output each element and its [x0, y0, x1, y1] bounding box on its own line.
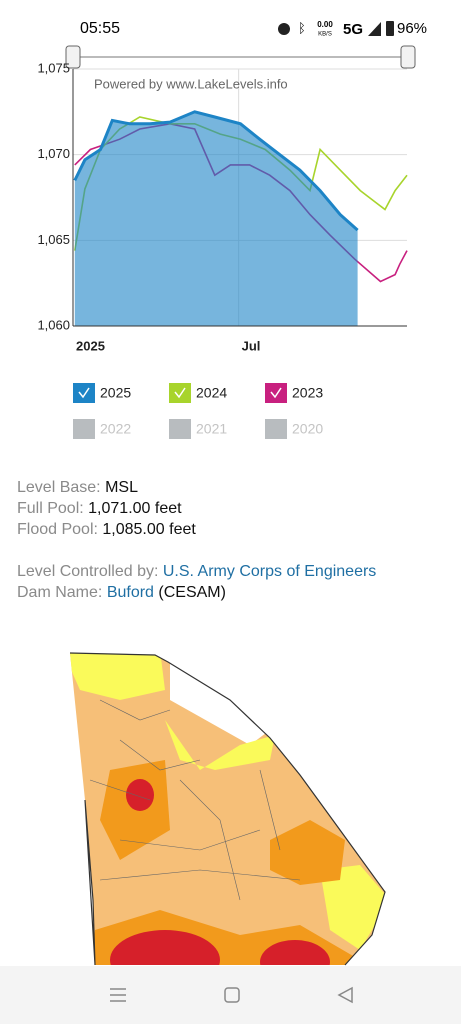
y-tick-label: 1,060	[37, 317, 70, 332]
link[interactable]: Buford	[107, 584, 154, 601]
controlled-by: Level Controlled by: U.S. Army Corps of …	[17, 563, 376, 580]
recents-button[interactable]	[110, 988, 126, 1002]
series-line	[73, 110, 359, 232]
legend-label[interactable]: 2022	[100, 421, 131, 437]
state-outline	[69, 652, 386, 966]
value: 1,071.00 feet	[88, 500, 182, 517]
check-mark	[270, 387, 282, 399]
value: 1,085.00 feet	[102, 521, 196, 538]
check-mark	[174, 387, 186, 399]
legend-label[interactable]: 2021	[196, 421, 227, 437]
battery-level: 96%	[397, 20, 427, 37]
x-tick-label: 2025	[76, 338, 105, 353]
legend-checkbox[interactable]	[169, 383, 191, 403]
legend-checkbox[interactable]	[265, 383, 287, 403]
level-base: Level Base: MSL	[17, 479, 138, 496]
suffix: (CESAM)	[158, 584, 226, 601]
watermark: Powered by www.LakeLevels.info	[94, 76, 288, 91]
legend-label[interactable]: 2024	[196, 385, 227, 401]
full-pool: Full Pool: 1,071.00 feet	[17, 500, 182, 517]
value: MSL	[105, 479, 138, 496]
label: Full Pool:	[17, 500, 84, 517]
clock: 05:55	[80, 20, 120, 37]
back-button[interactable]	[337, 986, 353, 1004]
range-handle-left[interactable]	[65, 45, 81, 69]
flood-pool: Flood Pool: 1,085.00 feet	[17, 521, 196, 538]
legend: 2025 2024 2023 2022 2021 2020	[73, 383, 323, 439]
nav-bar	[0, 966, 461, 1024]
label: Level Base:	[17, 479, 101, 496]
y-tick-label: 1,065	[37, 232, 70, 247]
legend-checkbox[interactable]	[169, 419, 191, 439]
label: Dam Name:	[17, 584, 102, 601]
link[interactable]: U.S. Army Corps of Engineers	[163, 563, 376, 580]
check-mark	[78, 387, 90, 399]
y-tick-label: 1,075	[37, 60, 70, 75]
signal-icon	[368, 22, 381, 36]
legend-label[interactable]: 2025	[100, 385, 131, 401]
legend-checkbox[interactable]	[265, 419, 287, 439]
drought-map	[70, 653, 385, 965]
net-unit: KB/S	[318, 32, 332, 38]
legend-checkbox[interactable]	[73, 383, 95, 403]
home-button[interactable]	[224, 987, 240, 1003]
y-tick-label: 1,070	[37, 146, 70, 161]
label: Flood Pool:	[17, 521, 98, 538]
bluetooth-icon: ᛒ	[298, 20, 306, 35]
legend-label[interactable]: 2020	[292, 421, 323, 437]
area	[74, 111, 358, 326]
net-speed: 0.00	[317, 20, 333, 29]
status-bar	[0, 0, 461, 45]
battery-icon	[386, 21, 394, 36]
x-tick-label: Jul	[242, 338, 261, 353]
network-type: 5G	[343, 21, 363, 38]
dam-name: Dam Name: Buford (CESAM)	[17, 584, 226, 601]
range-handle-right[interactable]	[400, 45, 416, 69]
alarm-icon	[278, 23, 290, 35]
label: Level Controlled by:	[17, 563, 158, 580]
legend-checkbox[interactable]	[73, 419, 95, 439]
legend-label[interactable]: 2023	[292, 385, 323, 401]
chart: 1,060 1,065 1,070 1,075 2025 Jul Powered by ww…	[37, 60, 408, 353]
